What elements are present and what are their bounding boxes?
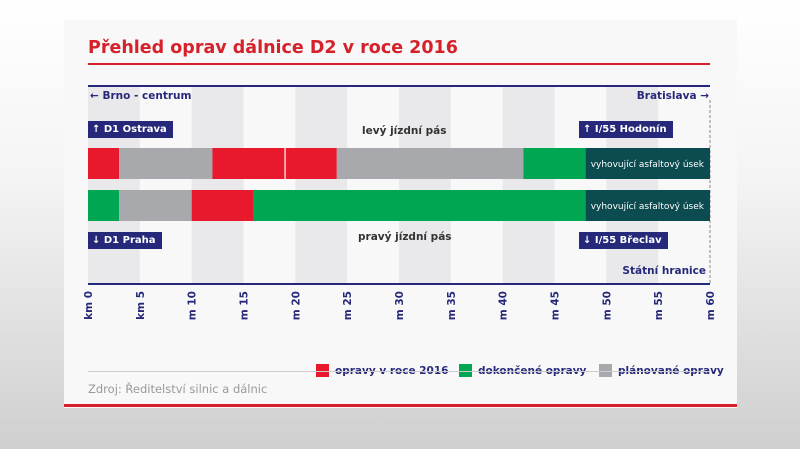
- direction-left: ← Brno - centrum: [90, 90, 191, 102]
- x-tick-label: km 5: [135, 291, 147, 320]
- title-underline: [88, 63, 710, 65]
- divider: [88, 371, 710, 372]
- segment-separator: [284, 148, 286, 179]
- x-tick-label: km 50: [601, 291, 613, 320]
- legend-swatch: [599, 364, 612, 377]
- segment-gray: [119, 148, 213, 179]
- exit-label: D1 Praha: [103, 235, 156, 246]
- legend-label: dokončené opravy: [478, 364, 587, 377]
- x-tick-label: km 20: [290, 291, 302, 320]
- segment-red: [212, 148, 285, 179]
- x-tick-label: km 40: [498, 291, 510, 320]
- chart-area: vyhovující asfaltový úsek vyhovující asfa…: [83, 85, 717, 320]
- direction-right-label: Bratislava: [636, 90, 697, 102]
- arrow-down-icon: ↓: [583, 235, 592, 246]
- exit-top-left: ↑ D1 Ostrava: [88, 121, 173, 138]
- x-tick-label: km 25: [342, 291, 354, 320]
- legend-item-green: dokončené opravy: [459, 364, 586, 377]
- segment-gray: [336, 148, 524, 179]
- direction-left-label: Brno - centrum: [102, 90, 192, 102]
- arrow-right-icon: →: [700, 90, 709, 102]
- segment-dark: [585, 148, 710, 179]
- grid-stripe: [399, 86, 451, 284]
- x-tick-label: km 15: [239, 291, 251, 320]
- exit-label: D1 Ostrava: [103, 124, 167, 135]
- grid-stripe: [606, 86, 659, 284]
- exit-label: I/55 Hodonín: [594, 124, 667, 135]
- lane-right-label: pravý jízdní pás: [358, 231, 452, 243]
- legend-swatch: [316, 364, 329, 377]
- grid-stripe: [88, 86, 140, 284]
- x-tick-label: km 30: [394, 291, 406, 320]
- segment-red: [191, 190, 254, 221]
- segment-label: vyhovující asfaltový úsek: [591, 202, 705, 212]
- grid-stripe: [191, 86, 244, 284]
- x-tick-label: km 45: [550, 291, 562, 320]
- grid-stripe: [502, 86, 555, 284]
- legend-swatch: [459, 364, 472, 377]
- x-tick-label: km 10: [187, 291, 199, 320]
- legend-item-red: opravy v roce 2016: [316, 364, 448, 377]
- top-axis-line: [88, 85, 710, 87]
- segment-label: vyhovující asfaltový úsek: [591, 160, 705, 170]
- segment-gray: [119, 190, 192, 221]
- exit-bottom-left: ↓ D1 Praha: [88, 232, 162, 249]
- segment-green: [88, 190, 120, 221]
- exit-label: I/55 Břeclav: [594, 235, 662, 246]
- lane-left-label: levý jízdní pás: [362, 125, 447, 137]
- arrow-up-icon: ↑: [583, 124, 592, 135]
- x-tick-label: km 55: [653, 291, 665, 320]
- direction-right: Bratislava →: [637, 90, 709, 102]
- x-tick-label: km 35: [446, 291, 458, 320]
- bottom-red-rule: [64, 404, 737, 407]
- segment-green: [523, 148, 586, 179]
- segment-red: [284, 148, 337, 179]
- grid-stripe: [295, 86, 348, 284]
- x-axis-line: [88, 283, 710, 285]
- segment-green: [253, 190, 586, 221]
- exit-bottom-right: ↓ I/55 Břeclav: [579, 232, 668, 249]
- arrow-down-icon: ↓: [92, 235, 101, 246]
- segment-dark: [585, 190, 710, 221]
- arrow-up-icon: ↑: [92, 124, 101, 135]
- arrow-left-icon: ←: [90, 90, 99, 102]
- border-label: Státní hranice: [622, 265, 706, 277]
- x-tick-label: km 60: [705, 291, 717, 320]
- legend-label: plánované opravy: [618, 364, 724, 377]
- x-tick-label: km 0: [83, 291, 95, 320]
- infographic-card: Přehled oprav dálnice D2 v roce 2016 vyh…: [64, 20, 737, 408]
- legend-item-gray: plánované opravy: [599, 364, 724, 377]
- legend-label: opravy v roce 2016: [335, 364, 449, 377]
- source-note: Zdroj: Ředitelství silnic a dálnic: [88, 382, 268, 396]
- chart-title: Přehled oprav dálnice D2 v roce 2016: [88, 38, 458, 58]
- segment-red: [88, 148, 120, 179]
- exit-top-right: ↑ I/55 Hodonín: [579, 121, 673, 138]
